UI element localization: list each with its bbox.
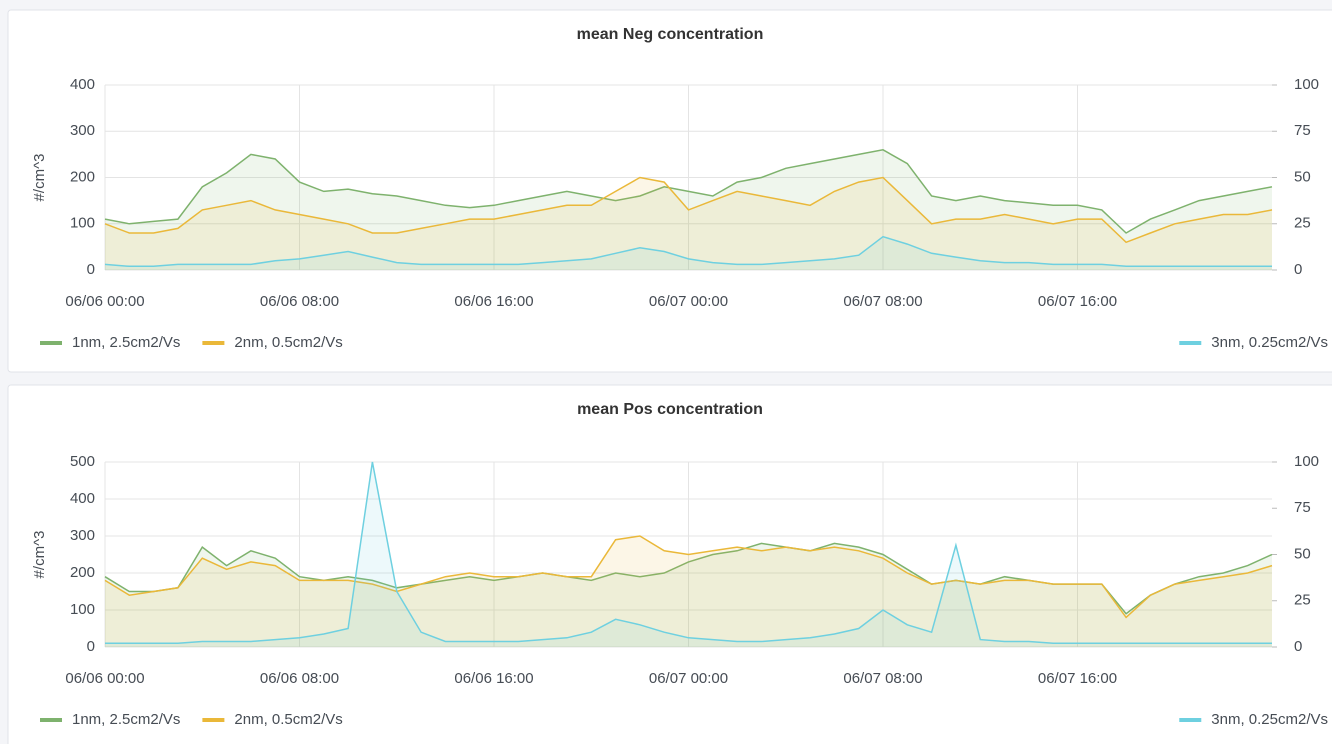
- y2-tick-label: 50: [1294, 545, 1311, 562]
- chart-title: mean Neg concentration: [577, 26, 764, 43]
- y2-tick-label: 100: [1294, 76, 1319, 93]
- series-area: [105, 543, 1272, 647]
- x-tick-label: 06/06 16:00: [454, 293, 533, 310]
- x-tick-label: 06/07 16:00: [1038, 670, 1117, 687]
- x-tick-label: 06/06 16:00: [454, 670, 533, 687]
- y-tick-label: 0: [87, 638, 95, 655]
- series-area: [105, 462, 1272, 647]
- x-tick-label: 06/06 00:00: [65, 670, 144, 687]
- legend-label: 1nm, 2.5cm2/Vs: [72, 334, 180, 351]
- legend-swatch: [1179, 718, 1202, 722]
- series-area: [105, 536, 1272, 647]
- legend-label: 3nm, 0.25cm2/Vs: [1211, 711, 1328, 728]
- x-tick-label: 06/06 08:00: [260, 293, 339, 310]
- y-axis-label: #/cm^3: [31, 154, 48, 202]
- y-tick-label: 0: [87, 261, 95, 278]
- series-line: [104, 176, 1273, 244]
- series-area: [105, 236, 1272, 270]
- y-tick-label: 100: [70, 601, 95, 618]
- x-tick-label: 06/07 16:00: [1038, 293, 1117, 310]
- y-tick-label: 100: [70, 215, 95, 232]
- series-line: [104, 235, 1272, 268]
- x-tick-label: 06/07 00:00: [649, 293, 728, 310]
- x-tick-label: 06/07 08:00: [843, 670, 922, 687]
- series-line: [105, 461, 1272, 645]
- y-tick-label: 200: [70, 564, 95, 581]
- y2-tick-label: 75: [1294, 122, 1311, 139]
- legend-label: 3nm, 0.25cm2/Vs: [1211, 334, 1328, 351]
- series-line: [104, 149, 1273, 234]
- x-tick-label: 06/07 00:00: [649, 670, 728, 687]
- series-line: [104, 535, 1273, 619]
- legend-label: 1nm, 2.5cm2/Vs: [72, 711, 180, 728]
- chart-title: mean Pos concentration: [577, 401, 763, 418]
- y2-tick-label: 0: [1294, 638, 1302, 655]
- x-tick-label: 06/06 00:00: [65, 293, 144, 310]
- y-tick-label: 500: [70, 453, 95, 470]
- y2-tick-label: 0: [1294, 261, 1302, 278]
- legend-label: 2nm, 0.5cm2/Vs: [234, 711, 342, 728]
- y-tick-label: 300: [70, 527, 95, 544]
- legend-swatch: [202, 341, 225, 345]
- legend-swatch: [40, 341, 62, 345]
- y-tick-label: 200: [70, 168, 95, 185]
- x-tick-label: 06/07 08:00: [843, 293, 922, 310]
- y-tick-label: 400: [70, 76, 95, 93]
- legend-swatch: [202, 718, 225, 722]
- y-axis-label: #/cm^3: [31, 531, 48, 579]
- y2-tick-label: 50: [1294, 168, 1311, 185]
- y2-tick-label: 25: [1294, 215, 1311, 232]
- legend-swatch: [1179, 341, 1202, 345]
- series-area: [105, 177, 1272, 270]
- y2-tick-label: 25: [1294, 592, 1311, 609]
- y-tick-label: 300: [70, 122, 95, 139]
- panel: [7, 384, 1332, 744]
- x-tick-label: 06/06 08:00: [260, 670, 339, 687]
- y2-tick-label: 100: [1294, 453, 1319, 470]
- legend-label: 2nm, 0.5cm2/Vs: [234, 334, 342, 351]
- legend-swatch: [40, 718, 62, 722]
- panel: [7, 9, 1332, 373]
- y2-tick-label: 75: [1294, 499, 1311, 516]
- y-tick-label: 400: [70, 490, 95, 507]
